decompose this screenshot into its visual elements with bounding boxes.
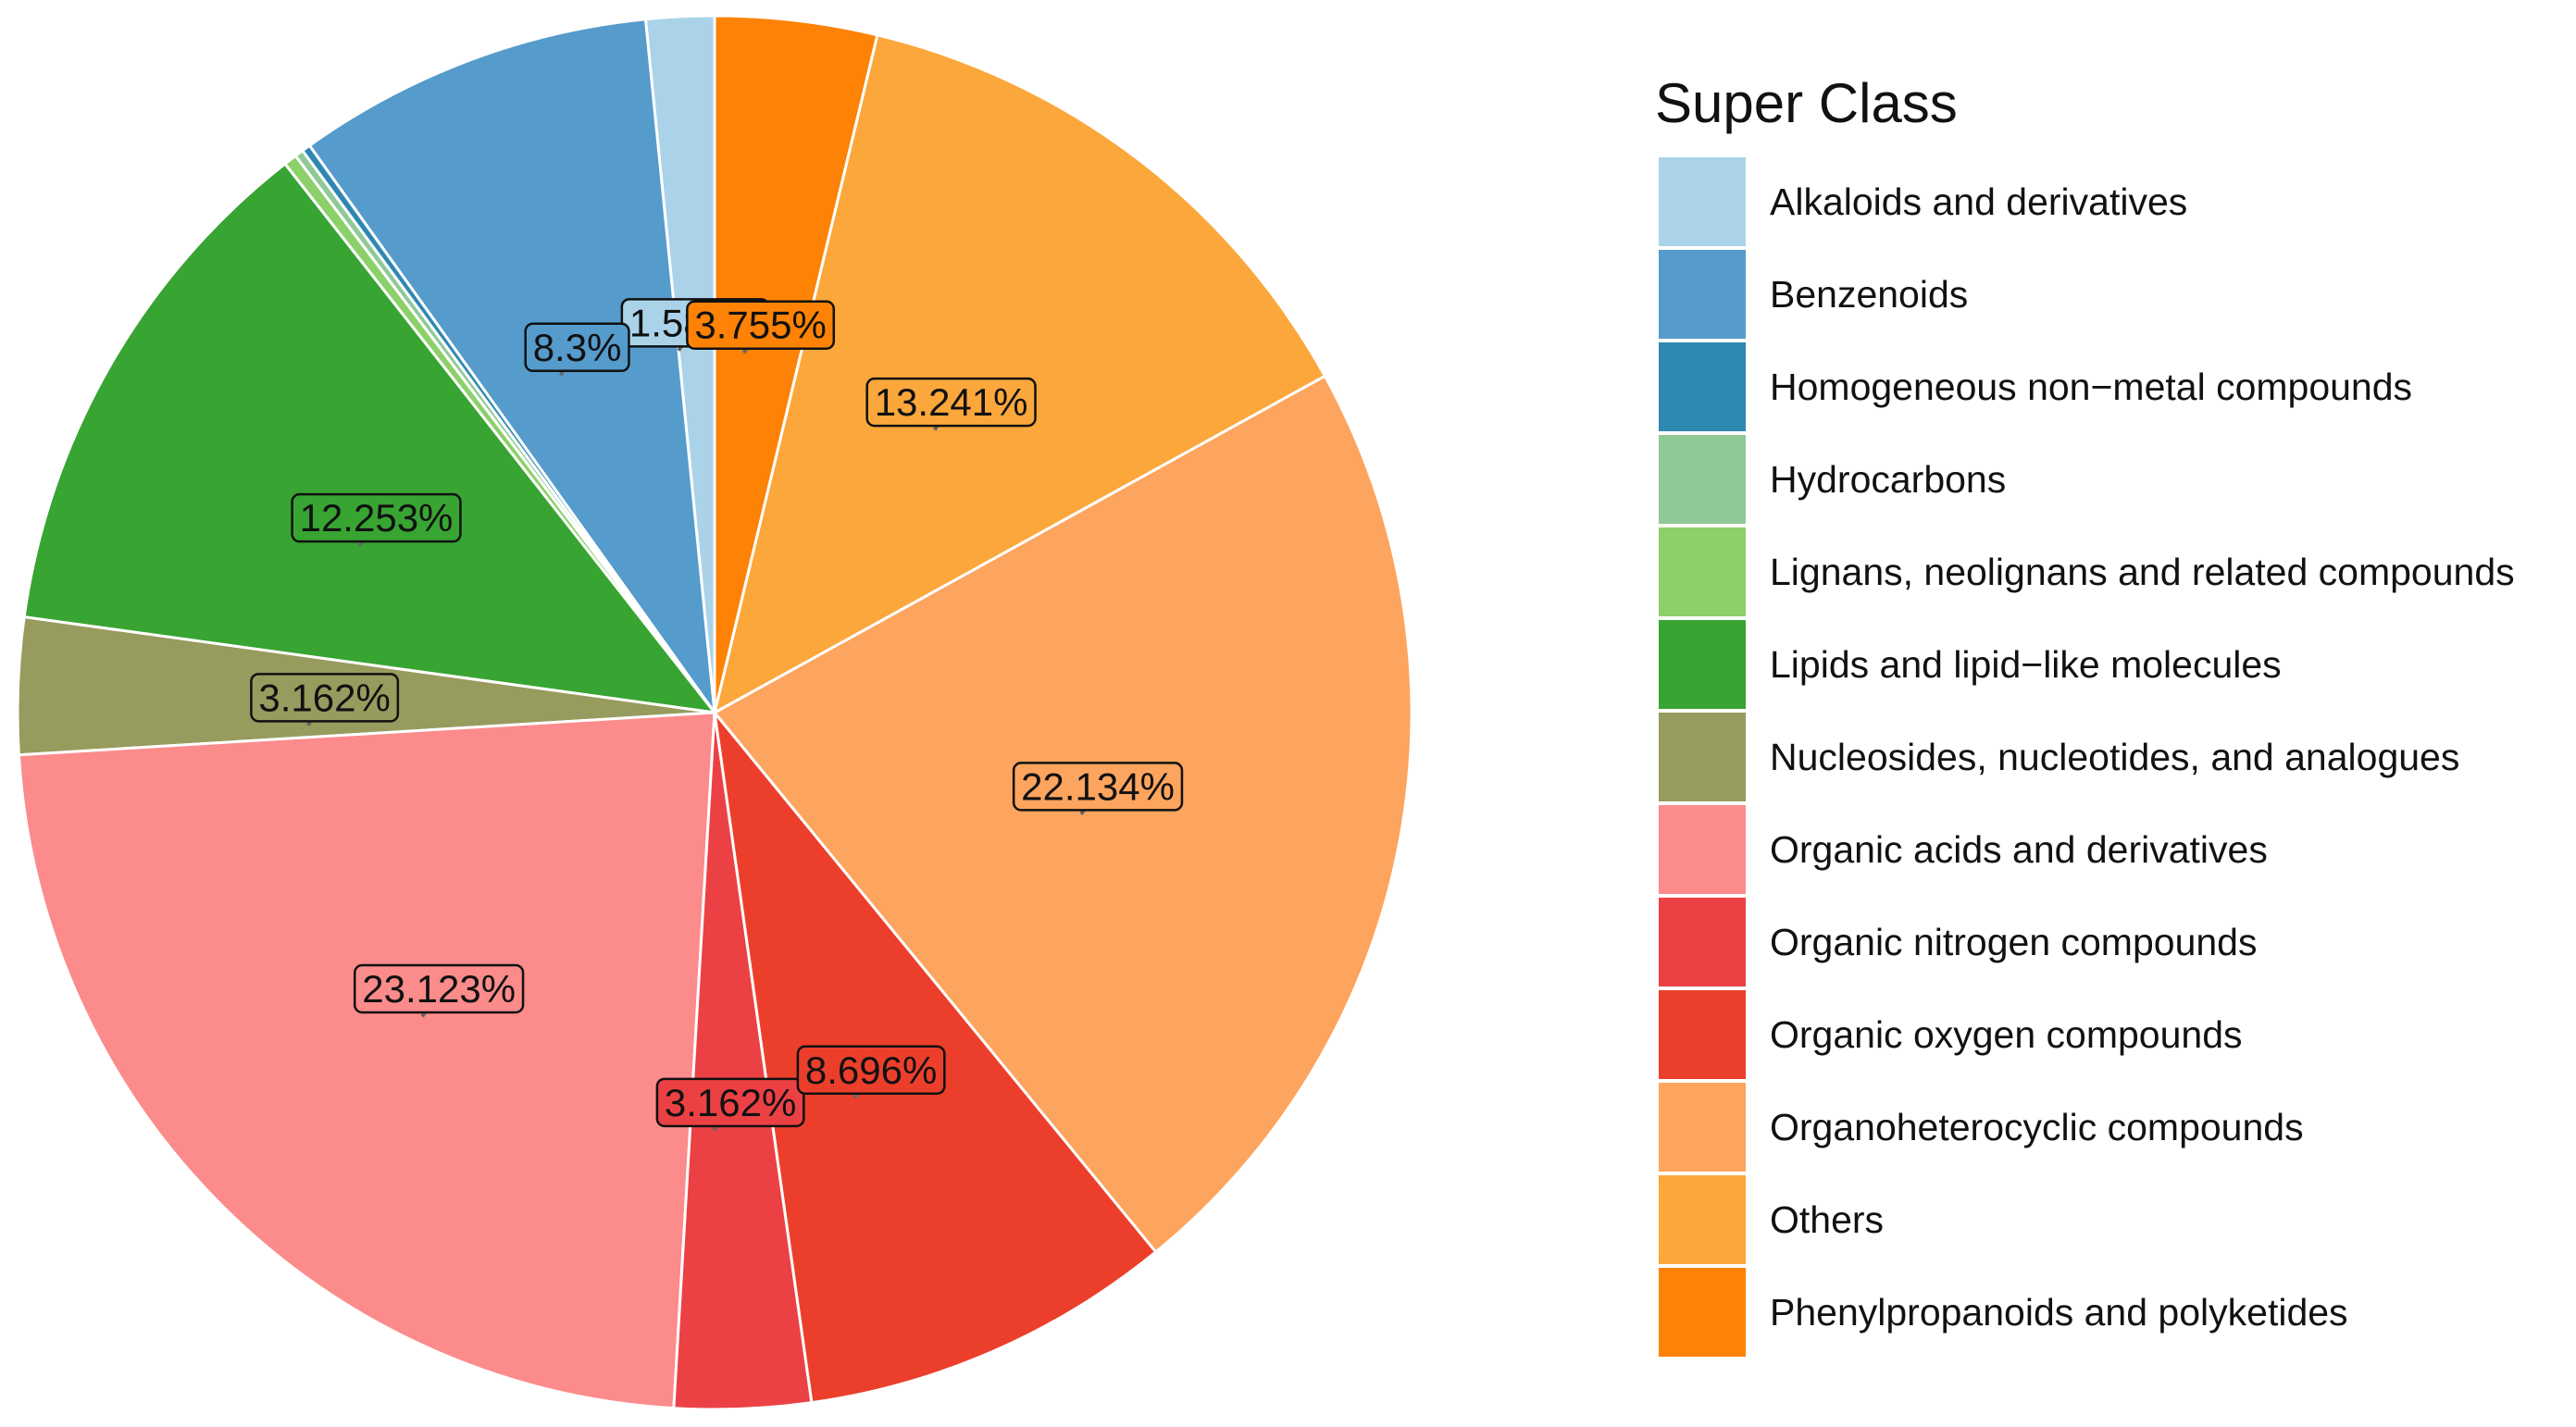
label-box (291, 492, 462, 543)
pie-slice-lipids-and-lipid-like-molecules (22, 161, 718, 714)
legend-item-lipids-and-lipid-like-molecules: Lipids and lipid−like molecules (1659, 620, 2282, 709)
legend-swatch (1659, 1175, 1746, 1264)
legend-item-organoheterocyclic-compounds: Organoheterocyclic compounds (1659, 1083, 2304, 1172)
slice-percent-label: 13.241% (875, 380, 1028, 424)
slice-percent-label: 8.3% (533, 326, 622, 369)
legend-item-homogeneous-non-metal-compounds: Homogeneous non−metal compounds (1659, 342, 2412, 431)
legend-label: Organoheterocyclic compounds (1770, 1106, 2304, 1148)
slice-percent-label: 23.123% (362, 967, 516, 1011)
label-box (250, 673, 400, 723)
legend-swatch (1659, 713, 1746, 801)
legend-item-benzenoids: Benzenoids (1659, 250, 1968, 339)
slice-label-benzenoids: 8.3% (524, 322, 630, 377)
slice-label-nucleosides-nucleotides-and-analogues: 3.162% (250, 673, 400, 726)
legend-swatch (1659, 1083, 1746, 1172)
pie-slice-others (712, 33, 1327, 715)
legend-item-hydrocarbons: Hydrocarbons (1659, 435, 2006, 524)
label-box (686, 300, 836, 350)
slice-label-lipids-and-lipid-like-molecules: 12.253% (291, 492, 462, 547)
legend-item-organic-nitrogen-compounds: Organic nitrogen compounds (1659, 898, 2257, 986)
slice-label-organic-nitrogen-compounds: 3.162% (655, 1077, 805, 1132)
legend-label: Benzenoids (1770, 273, 1968, 316)
legend: Super Class Alkaloids and derivatives Ben… (1655, 72, 2515, 1357)
slice-percent-label: 22.134% (1021, 764, 1175, 808)
legend-label: Lignans, neolignans and related compound… (1770, 551, 2515, 593)
legend-swatch (1659, 250, 1746, 339)
legend-label: Organic oxygen compounds (1770, 1013, 2243, 1056)
pie-slice-organic-acids-and-derivatives (17, 711, 716, 1410)
slice-percent-label: 12.253% (300, 496, 454, 540)
label-box (1012, 762, 1184, 812)
pie-slice-phenylpropanoids-and-polyketides (713, 14, 879, 714)
slice-label-organic-acids-and-derivatives: 23.123% (353, 963, 525, 1018)
slice-percent-label: 8.696% (805, 1049, 937, 1092)
pie-labels: 1.581%8.3%12.253%3.162%23.123%3.162%8.69… (250, 298, 1184, 1132)
legend-title: Super Class (1655, 72, 1958, 134)
label-box (865, 377, 1037, 428)
legend-swatch (1659, 435, 1746, 524)
pie-slice-benzenoids (307, 18, 717, 718)
legend-swatch (1659, 527, 1746, 616)
legend-label: Organic acids and derivatives (1770, 828, 2268, 871)
label-box (655, 1077, 805, 1128)
slice-percent-label: 3.755% (694, 304, 826, 347)
legend-label: Lipids and lipid−like molecules (1770, 643, 2282, 686)
legend-swatch (1659, 805, 1746, 894)
slice-label-others: 13.241% (865, 377, 1037, 431)
slice-percent-label: 3.162% (665, 1081, 796, 1124)
legend-label: Phenylpropanoids and polyketides (1770, 1291, 2348, 1334)
legend-label: Others (1770, 1198, 1884, 1241)
legend-label: Hydrocarbons (1770, 458, 2006, 501)
legend-item-organic-acids-and-derivatives: Organic acids and derivatives (1659, 805, 2268, 894)
legend-item-organic-oxygen-compounds: Organic oxygen compounds (1659, 990, 2243, 1079)
legend-swatch (1659, 157, 1746, 246)
label-box (524, 322, 630, 373)
slice-label-organoheterocyclic-compounds: 22.134% (1012, 762, 1184, 815)
slice-percent-label: 3.162% (258, 676, 390, 719)
pie-slice-organoheterocyclic-compounds (712, 374, 1413, 1254)
legend-swatch (1659, 898, 1746, 986)
legend-label: Nucleosides, nucleotides, and analogues (1770, 736, 2459, 778)
legend-item-nucleosides-nucleotides-and-analogues: Nucleosides, nucleotides, and analogues (1659, 713, 2459, 801)
legend-item-phenylpropanoids-and-polyketides: Phenylpropanoids and polyketides (1659, 1268, 2348, 1357)
legend-item-alkaloids-and-derivatives: Alkaloids and derivatives (1659, 157, 2187, 246)
legend-items: Alkaloids and derivatives Benzenoids Homog… (1659, 157, 2515, 1357)
legend-swatch (1659, 342, 1746, 431)
legend-label: Alkaloids and derivatives (1770, 180, 2187, 223)
legend-swatch (1659, 990, 1746, 1079)
pie-slices (16, 14, 1413, 1411)
legend-item-lignans-neolignans-and-related-compounds: Lignans, neolignans and related compound… (1659, 527, 2515, 616)
label-box (796, 1045, 946, 1096)
legend-label: Homogeneous non−metal compounds (1770, 366, 2412, 408)
legend-label: Organic nitrogen compounds (1770, 921, 2257, 963)
slice-label-phenylpropanoids-and-polyketides: 3.755% (686, 300, 836, 354)
slice-label-organic-oxygen-compounds: 8.696% (796, 1045, 946, 1099)
label-box (353, 963, 525, 1014)
legend-item-others: Others (1659, 1175, 1884, 1264)
legend-swatch (1659, 1268, 1746, 1357)
legend-swatch (1659, 620, 1746, 709)
